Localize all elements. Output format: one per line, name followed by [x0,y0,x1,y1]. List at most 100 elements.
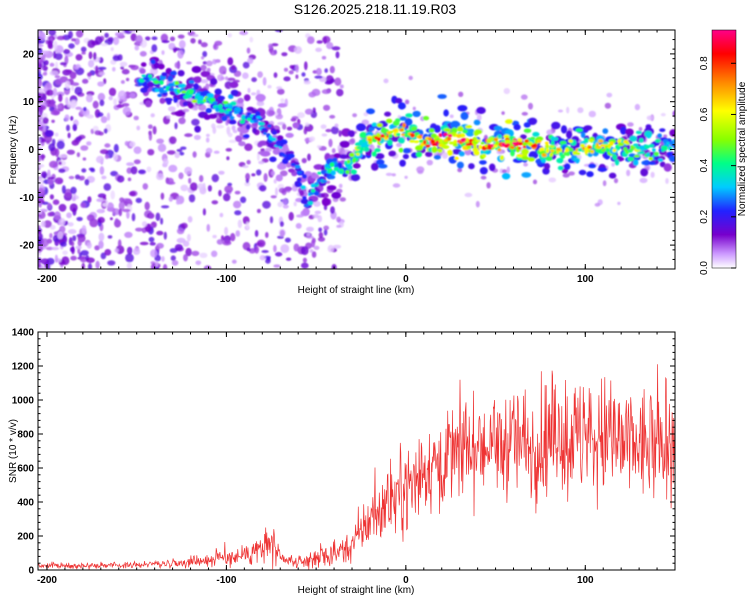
snr-ylabel: SNR (10 * v/v) [8,419,19,483]
heatmap-cell [86,257,95,264]
heatmap-cell [625,141,630,145]
heatmap-cell [501,111,505,115]
heatmap-cell [119,61,128,67]
heatmap-cell [385,118,393,124]
heatmap-cell [39,31,46,41]
y-tick-label: 800 [17,430,34,441]
heatmap-cell [441,152,448,159]
heatmap-cell [648,156,654,161]
heatmap-cell [54,52,63,61]
heatmap-cell [304,61,308,71]
heatmap-cell [418,139,425,143]
heatmap-cell [277,163,287,170]
heatmap-cell [254,230,259,237]
heatmap-cell [280,98,285,103]
spectrogram-xlabel: Height of straight line (km) [298,285,415,296]
heatmap-cell [288,168,296,173]
heatmap-cell [367,140,373,145]
heatmap-cell [242,165,249,169]
heatmap-cell [299,190,305,197]
heatmap-cell [256,169,262,176]
heatmap-cell [97,66,107,70]
heatmap-cell [178,117,186,125]
heatmap-cell [480,175,487,180]
heatmap-cell [205,147,213,154]
heatmap-cell [173,97,178,103]
heatmap-cell [632,143,639,147]
heatmap-cell [118,201,125,211]
heatmap-cell [335,51,340,59]
heatmap-cell [49,233,53,239]
heatmap-cell [85,94,93,103]
heatmap-cell [320,124,327,129]
heatmap-cell [321,55,327,60]
heatmap-cell [102,202,109,207]
heatmap-cell [95,36,103,45]
heatmap-cell [184,166,193,175]
heatmap-cell [250,92,257,96]
heatmap-cell [98,240,104,249]
heatmap-cell [176,148,183,153]
heatmap-cell [633,154,641,158]
heatmap-cell [86,114,94,119]
heatmap-cell [148,124,153,129]
heatmap-cell [523,122,531,128]
heatmap-cell [348,130,355,138]
heatmap-cell [170,70,177,76]
heatmap-cell [52,87,58,97]
heatmap-cell [38,78,42,88]
heatmap-cell [447,133,453,138]
heatmap-cell [243,94,251,102]
heatmap-cell [68,43,75,49]
heatmap-cell [47,212,53,217]
heatmap-cell [371,151,377,157]
heatmap-cell [626,169,631,177]
heatmap-cell [67,229,77,235]
heatmap-cell [230,89,239,97]
heatmap-cell [302,174,307,179]
heatmap-cell [51,119,55,124]
heatmap-cell [279,142,284,148]
heatmap-cell [334,123,339,128]
heatmap-cell [438,133,443,138]
heatmap-cell [557,165,564,171]
heatmap-cell [125,77,130,82]
heatmap-cell [244,181,251,187]
heatmap-cell [374,136,379,140]
heatmap-cell [288,211,294,221]
heatmap-cell [475,200,480,208]
heatmap-cell [528,117,538,126]
heatmap-cell [70,186,77,194]
heatmap-cell [608,172,617,179]
heatmap-cell [229,81,239,89]
heatmap-cell [638,127,643,132]
heatmap-cell [338,130,342,137]
heatmap-cell [314,210,322,215]
heatmap-cell [96,155,104,164]
heatmap-cell [350,169,357,175]
heatmap-cell [246,47,251,54]
heatmap-cell [96,198,105,202]
heatmap-cell [67,101,73,108]
heatmap-cell [108,87,117,97]
heatmap-cell [575,152,581,156]
heatmap-cell [465,125,473,129]
heatmap-cell [38,138,42,143]
heatmap-cell [489,163,496,172]
heatmap-cell [256,239,266,248]
heatmap-cell [387,139,393,146]
heatmap-cell [194,125,201,133]
heatmap-cell [65,96,69,106]
heatmap-cell [433,154,441,160]
heatmap-cell [218,108,225,113]
heatmap-cell [191,33,199,38]
heatmap-cell [336,224,342,228]
heatmap-cell [314,182,319,186]
heatmap-cell [79,255,88,263]
heatmap-cell [136,125,141,131]
heatmap-cell [408,75,413,81]
heatmap-cell [120,66,125,70]
heatmap-cell [211,200,219,205]
